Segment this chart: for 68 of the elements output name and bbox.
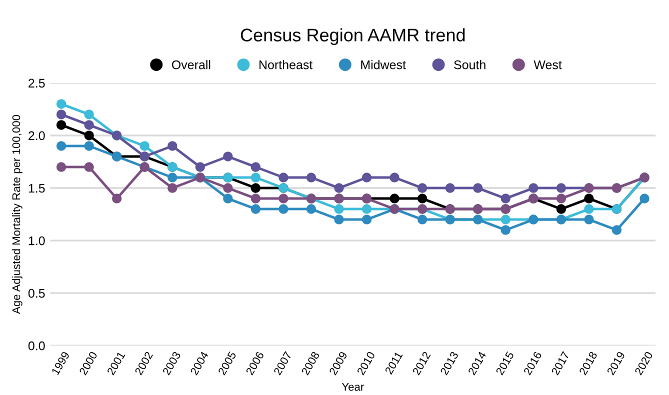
point	[56, 110, 66, 120]
point	[584, 194, 594, 204]
point	[84, 130, 94, 140]
chart-title: Census Region AAMR trend	[240, 28, 465, 46]
point	[84, 162, 94, 172]
point	[250, 204, 261, 214]
point	[334, 214, 344, 224]
y-tick-label: 0.0	[28, 341, 45, 350]
point	[56, 120, 66, 130]
point	[250, 172, 261, 182]
point	[250, 183, 261, 193]
point	[417, 214, 428, 224]
point	[140, 141, 150, 151]
point	[223, 152, 233, 162]
point	[556, 194, 566, 204]
point	[223, 183, 233, 193]
y-tick-label: 1.0	[28, 236, 45, 246]
point	[250, 162, 261, 172]
point	[417, 194, 428, 204]
point	[500, 225, 511, 235]
point	[84, 141, 94, 151]
legend-label: South	[454, 60, 486, 70]
point	[84, 120, 94, 130]
point	[500, 194, 511, 204]
point	[195, 162, 206, 172]
point	[56, 162, 66, 172]
x-axis-title: Year	[342, 383, 364, 391]
point	[390, 172, 400, 182]
point	[168, 172, 178, 182]
legend-label: Northeast	[259, 60, 313, 70]
y-tick-label: 2.5	[28, 78, 45, 88]
point	[362, 204, 372, 214]
point	[500, 214, 511, 224]
point	[278, 172, 288, 182]
point	[306, 204, 316, 214]
point	[390, 194, 400, 204]
point	[362, 172, 372, 182]
point	[168, 183, 178, 193]
legend-label: West	[534, 60, 562, 70]
point	[168, 141, 178, 151]
point	[223, 194, 233, 204]
point	[250, 194, 261, 204]
point	[584, 204, 594, 214]
point	[278, 194, 288, 204]
y-tick-label: 2.0	[28, 131, 45, 140]
y-axis-title: Age Adjusted Mortality Rate per 100,000	[12, 114, 22, 314]
point	[556, 204, 566, 214]
y-tick-label: 1.5	[28, 184, 45, 193]
point	[84, 110, 94, 120]
point	[112, 194, 122, 204]
point	[612, 225, 622, 235]
point	[640, 194, 650, 204]
point	[417, 183, 428, 193]
point	[278, 204, 288, 214]
point	[445, 183, 455, 193]
point	[56, 99, 66, 109]
point	[306, 172, 316, 182]
point	[334, 183, 344, 193]
point	[584, 214, 594, 224]
point	[362, 214, 372, 224]
point	[556, 183, 566, 193]
point	[334, 204, 344, 214]
y-tick-label: 0.5	[28, 288, 45, 298]
legend-label: Overall	[172, 60, 210, 70]
point	[528, 183, 538, 193]
point	[473, 183, 483, 193]
legend-label: Midwest	[361, 60, 406, 70]
point	[56, 141, 66, 151]
